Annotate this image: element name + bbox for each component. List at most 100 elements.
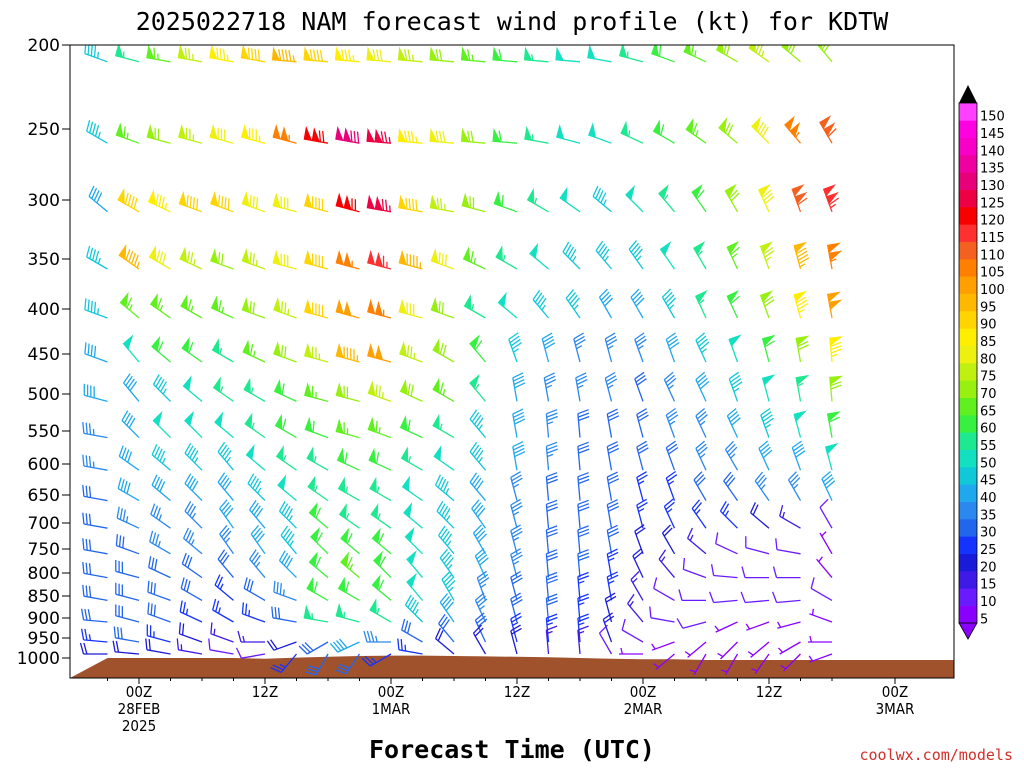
- wind-barb: [460, 127, 486, 144]
- wind-barb: [117, 477, 140, 502]
- wind-barb: [726, 408, 741, 438]
- wind-barb: [335, 382, 360, 403]
- wind-barb: [82, 454, 108, 471]
- wind-barb: [373, 550, 392, 579]
- wind-barb: [217, 442, 234, 471]
- wind-barb: [180, 294, 203, 319]
- wind-barb: [82, 485, 108, 502]
- wind-barb: [404, 527, 423, 555]
- legend-value-label: 145: [980, 127, 1005, 142]
- wind-barb: [335, 602, 360, 623]
- wind-barb: [121, 410, 140, 439]
- legend-color-swatch: [959, 415, 977, 433]
- wind-barb: [592, 185, 612, 213]
- legend-value-label: 30: [980, 526, 997, 541]
- wind-barb: [219, 499, 235, 529]
- wind-barb: [181, 552, 203, 579]
- legend-color-swatch: [959, 276, 977, 294]
- wind-barb: [693, 471, 707, 501]
- wind-barb: [80, 628, 108, 643]
- wind-barb: [398, 249, 423, 270]
- wind-barb: [762, 334, 776, 363]
- wind-barb: [337, 476, 360, 502]
- legend-color-swatch: [959, 397, 977, 416]
- wind-barb: [432, 413, 455, 439]
- wind-barb: [541, 332, 556, 363]
- y-tick-label: 200: [28, 36, 60, 56]
- wind-barb: [151, 335, 171, 363]
- wind-barb: [545, 441, 558, 471]
- legend-color-swatch: [959, 449, 977, 468]
- wind-barb: [625, 185, 644, 213]
- wind-barb: [272, 124, 297, 144]
- wind-barb: [723, 471, 739, 501]
- wind-barb: [577, 525, 590, 554]
- wind-barb: [523, 46, 549, 63]
- wind-barb: [337, 576, 360, 601]
- wind-barb: [178, 190, 203, 213]
- wind-barb: [687, 527, 707, 555]
- wind-barb: [399, 378, 423, 402]
- wind-barb: [532, 289, 549, 319]
- legend-value-label: 115: [980, 231, 1005, 246]
- wind-barb: [367, 416, 392, 439]
- wind-barb: [178, 622, 203, 643]
- wind-barb: [335, 298, 360, 319]
- legend-value-label: 75: [980, 370, 997, 385]
- wind-barb: [760, 407, 774, 438]
- wind-barb: [368, 447, 392, 471]
- legend-value-label: 135: [980, 162, 1005, 177]
- wind-barb: [240, 45, 266, 63]
- wind-barb: [829, 375, 844, 402]
- wind-barb: [145, 638, 171, 655]
- x-tick-date: 2MAR: [624, 700, 663, 718]
- wind-barb: [184, 473, 203, 502]
- x-tick-date: 3MAR: [876, 700, 915, 718]
- legend-value-label: 120: [980, 214, 1005, 229]
- wind-barb: [474, 592, 488, 623]
- wind-barb: [79, 642, 108, 655]
- wind-barb: [146, 624, 171, 643]
- wind-barb: [809, 608, 833, 623]
- x-tick-label: 00Z: [630, 683, 656, 701]
- wind-barb: [493, 190, 518, 213]
- surface-terrain: [70, 655, 954, 678]
- legend-color-swatch: [959, 363, 977, 381]
- legend-color-swatch: [959, 311, 977, 329]
- wind-barb: [266, 639, 297, 651]
- wind-barb: [587, 45, 612, 63]
- wind-barb: [810, 577, 833, 601]
- wind-barb: [397, 46, 423, 63]
- legend-value-label: 90: [980, 318, 997, 333]
- wind-barb: [758, 183, 775, 213]
- legend-color-swatch: [959, 103, 977, 121]
- wind-barb: [721, 653, 739, 676]
- wind-barb: [469, 334, 486, 363]
- wind-barb: [651, 641, 675, 651]
- wind-barb: [728, 334, 742, 363]
- wind-barb: [497, 291, 518, 319]
- wind-barb: [82, 562, 108, 579]
- wind-barb: [438, 525, 455, 555]
- wind-barb: [772, 566, 801, 579]
- legend-color-swatch: [959, 571, 977, 589]
- legend-value-label: 85: [980, 335, 997, 350]
- wind-barb: [272, 249, 297, 270]
- wind-barb: [270, 653, 297, 673]
- wind-barb: [214, 574, 234, 601]
- wind-barb: [691, 183, 707, 213]
- wind-barb: [602, 612, 615, 643]
- wind-barb: [152, 374, 171, 402]
- wind-barb: [469, 442, 486, 471]
- wind-barb: [630, 288, 645, 319]
- wind-barb: [661, 524, 676, 555]
- wind-barb: [147, 189, 171, 213]
- legend-bottom-arrow: [958, 622, 978, 640]
- wind-barb: [562, 241, 581, 270]
- wind-barb: [273, 341, 297, 363]
- wind-barb: [429, 127, 455, 144]
- wind-barb: [303, 125, 329, 144]
- wind-barb: [715, 532, 738, 555]
- y-tick-label: 700: [28, 514, 60, 534]
- legend-value-label: 25: [980, 543, 997, 558]
